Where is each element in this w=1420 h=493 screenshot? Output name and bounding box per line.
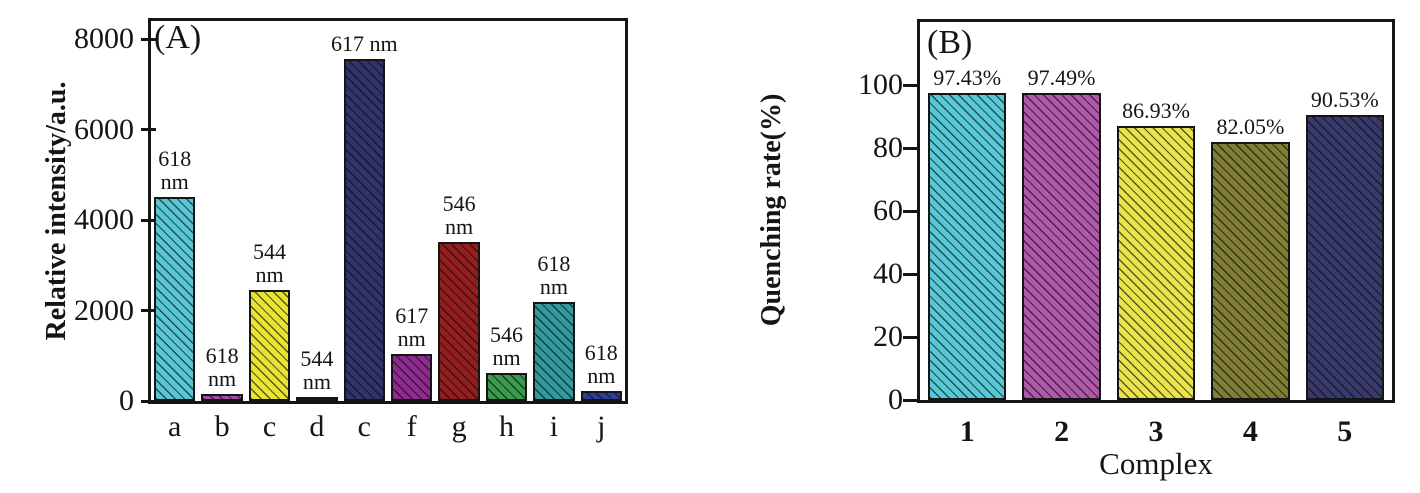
bar-value-label-5: 617 nm <box>330 31 398 56</box>
x-category-9-i: i <box>549 410 559 443</box>
bar-5-5 <box>1305 114 1384 400</box>
bar-9-i <box>533 302 575 401</box>
x-category-10-j: j <box>597 410 606 443</box>
y-tick-label-40: 40 <box>873 257 903 290</box>
y-tick-label-0: 0 <box>119 384 134 417</box>
x-category-8-h: h <box>499 410 514 443</box>
bar-10-j <box>580 391 623 401</box>
bar-value-label-1: 618 nm <box>158 145 192 194</box>
y-tick-40 <box>903 272 917 276</box>
x-category-3-3: 3 <box>1148 415 1164 448</box>
y-tick-label-4000: 4000 <box>74 203 134 237</box>
bar-1-1 <box>928 93 1007 400</box>
y-tick-label-80: 80 <box>873 131 903 164</box>
bar-3-c <box>248 289 291 401</box>
y-tick-2000 <box>141 309 156 313</box>
x-category-4-4: 4 <box>1242 415 1258 448</box>
bar-value-label-2: 97.49% <box>1027 64 1096 90</box>
bar-6-f <box>390 353 433 401</box>
bar-value-label-10: 618 nm <box>584 340 618 389</box>
y-tick-0 <box>903 398 917 402</box>
x-axis-label-complex: Complex <box>1099 446 1213 481</box>
bar-value-label-1: 97.43% <box>933 65 1002 91</box>
y-tick-4000 <box>141 218 156 222</box>
x-category-6-f: f <box>406 410 417 443</box>
y-tick-label-0: 0 <box>888 383 903 416</box>
bar-1-a <box>153 196 196 401</box>
x-category-7-g: g <box>451 410 467 443</box>
bar-value-label-7: 546 nm <box>442 190 476 239</box>
x-category-1-1: 1 <box>959 415 975 448</box>
y-tick-label-6000: 6000 <box>74 112 134 146</box>
panel-label-b: (B) <box>927 24 973 61</box>
bar-value-label-9: 618 nm <box>537 251 571 300</box>
y-tick-60 <box>903 209 917 213</box>
y-tick-80 <box>903 146 917 150</box>
x-category-4-d: d <box>309 410 325 443</box>
panel-a: Relative intensity/a.u. (A) 0 2000 4000 600… <box>41 18 628 443</box>
bar-value-label-5: 90.53% <box>1310 86 1379 112</box>
bar-8-h <box>485 372 528 401</box>
x-category-2-b: b <box>214 410 230 443</box>
x-category-5-c: c <box>357 410 371 443</box>
y-tick-label-2000: 2000 <box>74 293 134 327</box>
y-tick-6000 <box>141 128 156 132</box>
bar-value-label-3: 544 nm <box>253 238 286 287</box>
y-tick-20 <box>903 335 917 339</box>
bar-5-c <box>343 59 386 401</box>
bar-value-label-4: 82.05% <box>1216 113 1285 139</box>
bar-2-2 <box>1022 92 1101 400</box>
y-tick-0 <box>141 399 156 403</box>
bar-3-3 <box>1116 126 1196 400</box>
x-category-2-2: 2 <box>1054 415 1070 448</box>
panel-label-a: (A) <box>154 19 202 56</box>
y-tick-100 <box>903 83 917 87</box>
bar-4-4 <box>1211 141 1290 400</box>
bar-value-label-2: 618 nm <box>205 343 239 392</box>
panel-b: Quenching rate(%) (B) Complex 0 20 40 60 80 1… <box>710 0 1420 493</box>
bar-value-label-4: 544 nm <box>300 346 334 395</box>
bar-7-g <box>438 241 480 401</box>
bar-4-d <box>296 397 338 402</box>
bar-2-b <box>201 394 243 401</box>
y-tick-label-20: 20 <box>873 320 903 353</box>
x-category-3-c: c <box>262 410 277 443</box>
bar-value-label-6: 617 nm <box>395 302 429 351</box>
y-tick-label-60: 60 <box>873 194 903 227</box>
x-category-1-a: a <box>168 410 182 443</box>
bar-value-label-3: 86.93% <box>1122 98 1190 124</box>
y-tick-label-100: 100 <box>858 68 903 101</box>
y-tick-8000 <box>141 37 156 41</box>
x-category-5-5: 5 <box>1337 415 1353 448</box>
y-tick-label-8000: 8000 <box>74 22 134 56</box>
bar-value-label-8: 546 nm <box>490 321 523 370</box>
